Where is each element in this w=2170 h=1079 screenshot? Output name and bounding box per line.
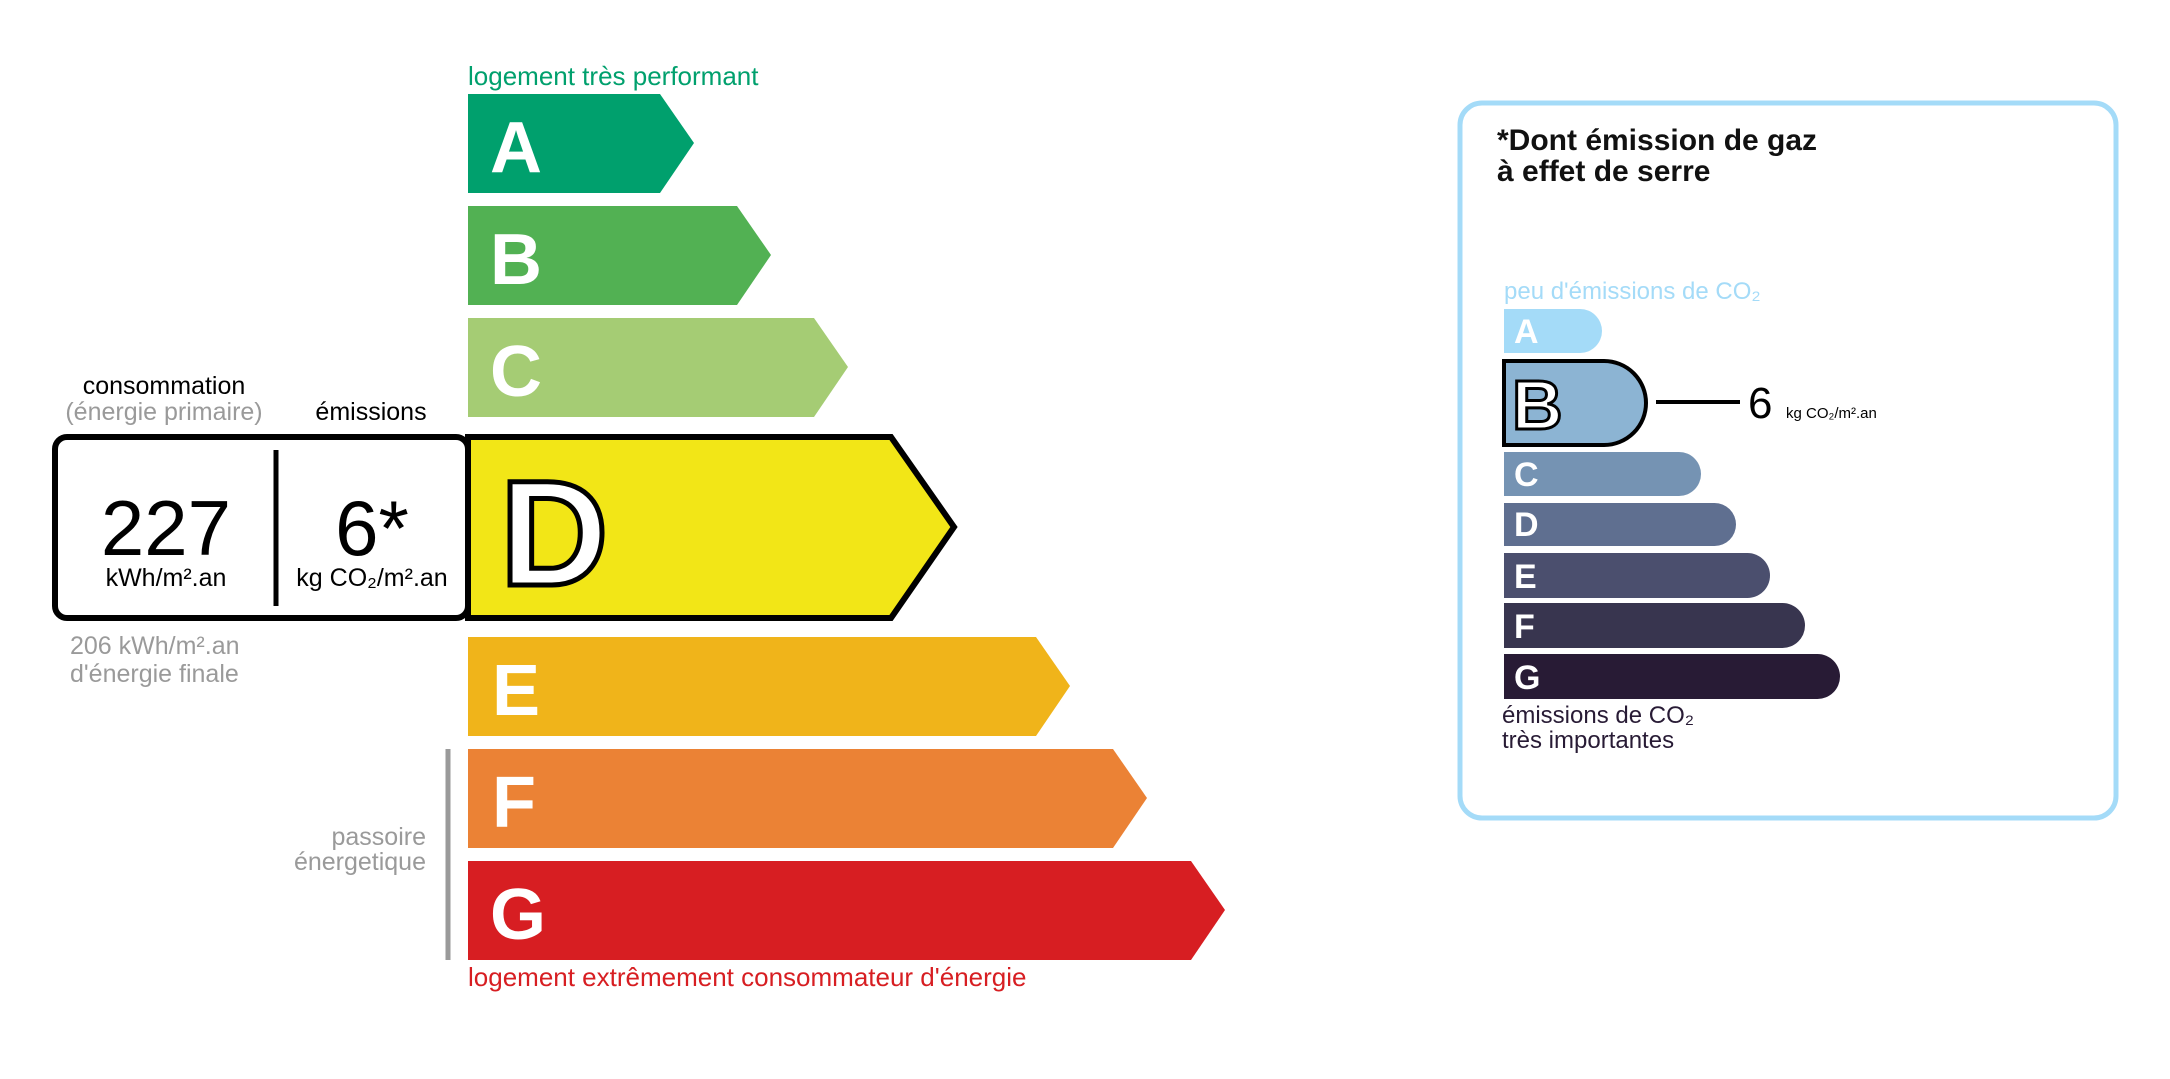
ghg-bar-c: C [1504,452,1701,496]
ghg-title-line1: *Dont émission de gaz [1497,124,1817,157]
energy-letter-a: A [490,108,542,188]
top-label: logement très performant [468,61,759,91]
ghg-bottom-label-1: émissions de CO₂ [1502,702,1694,729]
final-energy-value: 206 kWh/m².an [70,632,240,660]
energy-letter-f: F [492,763,536,843]
energy-letter-g: G [490,875,546,955]
ghg-bar-d: D [1504,503,1736,546]
ghg-letter-d: D [1514,506,1539,544]
energy-letter-d: D [500,449,608,617]
ghg-bottom-label-2: très importantes [1502,727,1674,754]
ghg-letter-f: F [1514,608,1535,646]
ghg-letter-g: G [1514,659,1540,697]
ghg-unit: kg CO₂/m².an [1786,405,1877,422]
ghg-letter-a: A [1514,313,1539,351]
ghg-value: 6 [1748,379,1772,428]
energy-bar-g: G [468,861,1225,960]
ghg-bar-a: A [1504,309,1602,353]
energy-bar-c: C [468,318,848,417]
passoire-label-2: énergetique [294,848,426,876]
ghg-title-line2: à effet de serre [1497,155,1710,188]
ghg-bar-b: B [1502,359,1648,447]
ghg-letter-b: B [1512,366,1563,444]
emissions-value: 6* [335,484,409,572]
passoire-label-1: passoire [332,823,427,851]
ghg-bar-g: G [1504,654,1840,699]
consumption-unit: kWh/m².an [106,564,227,592]
energy-bar-d-current: D 227 kWh/m².an 6* kg CO₂/m².an [52,434,958,621]
consumption-label: consommation [83,372,246,400]
energy-bar-f: F [468,749,1147,848]
ghg-bar-f: F [1504,603,1805,648]
energy-letter-b: B [490,220,542,300]
consumption-value: 227 [101,484,231,572]
energy-letter-c: C [490,332,542,412]
energy-bar-b: B [468,206,771,305]
energy-letter-e: E [492,651,540,731]
consumption-sublabel: (énergie primaire) [65,398,262,426]
emissions-label: émissions [315,398,426,426]
ghg-letter-c: C [1514,456,1539,494]
bottom-label: logement extrêmement consommateur d'éner… [468,962,1026,992]
final-energy-label: d'énergie finale [70,660,239,688]
energy-bar-a: A [468,94,694,193]
ghg-top-label: peu d'émissions de CO₂ [1504,278,1761,305]
ghg-letter-e: E [1514,558,1537,596]
ghg-bar-e: E [1504,553,1771,598]
emissions-unit: kg CO₂/m².an [296,564,447,592]
energy-bar-e: E [468,637,1070,736]
